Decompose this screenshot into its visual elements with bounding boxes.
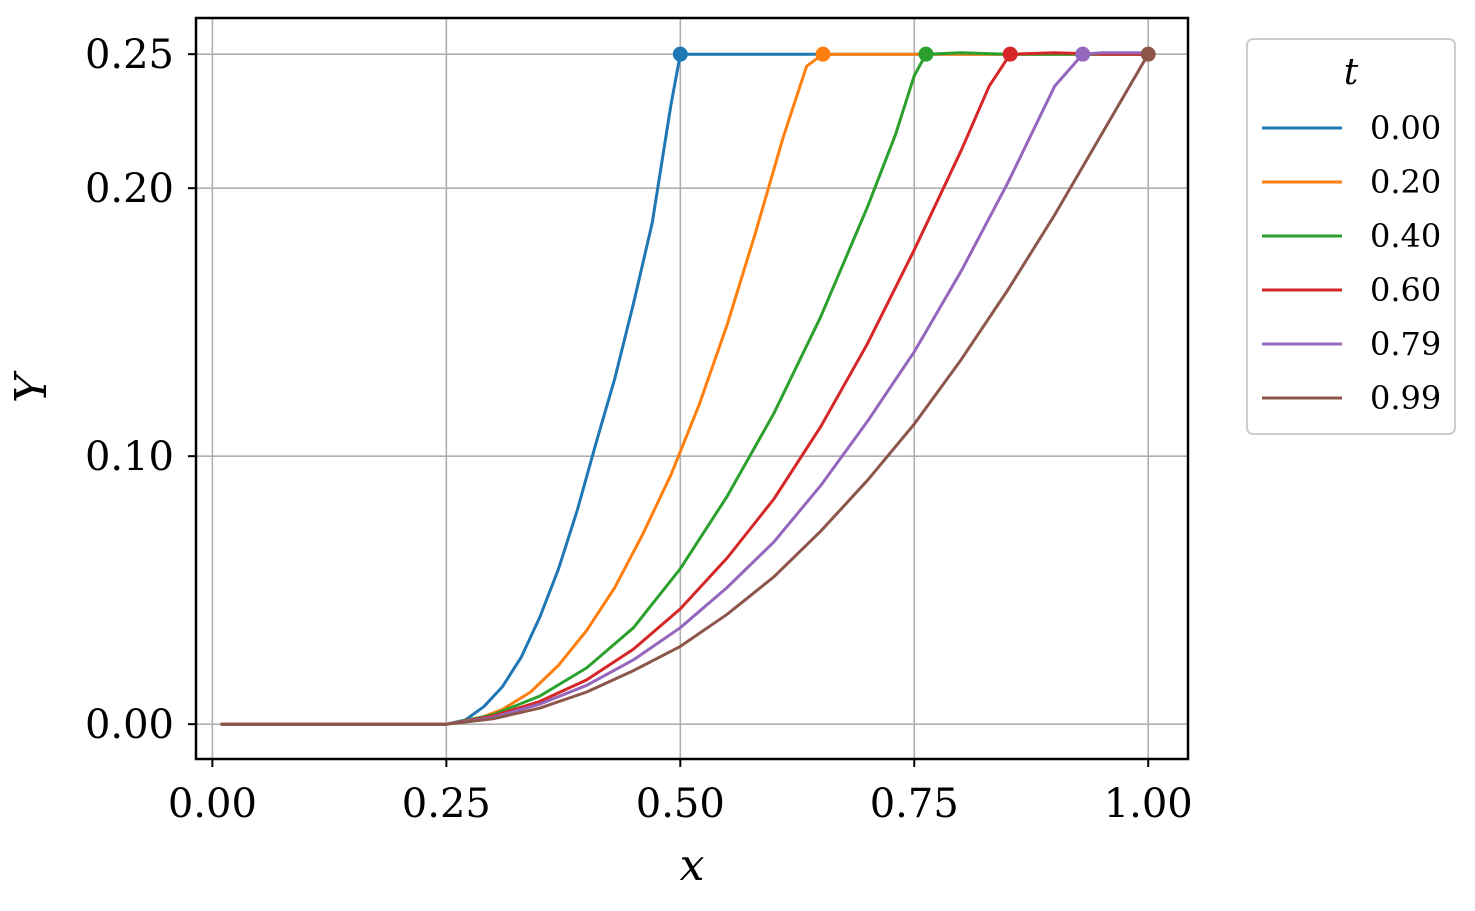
x-tick-label: 0.00 xyxy=(168,781,257,827)
y-tick-label: 0.10 xyxy=(85,434,174,480)
axis-ticks: 0.00 0.25 0.50 0.75 1.00 0.00 0.10 0.20 0.25 xyxy=(85,32,1193,827)
legend-label: 0.20 xyxy=(1370,163,1441,201)
x-tick-label: 1.00 xyxy=(1104,781,1193,827)
x-tick-label: 0.50 xyxy=(636,781,725,827)
series-endpoint-marker xyxy=(672,46,688,62)
y-tick-label: 0.25 xyxy=(85,32,174,78)
legend: t 0.00 0.20 0.40 0.60 0.79 0.99 xyxy=(1246,38,1456,435)
legend-items: 0.00 0.20 0.40 0.60 0.79 0.99 xyxy=(1262,109,1441,417)
y-tick-label: 0.20 xyxy=(85,166,174,212)
legend-label: 0.79 xyxy=(1370,325,1441,363)
series-endpoint-marker xyxy=(918,46,934,62)
series-line xyxy=(220,52,1150,726)
legend-label: 0.00 xyxy=(1370,109,1441,147)
y-axis-label: Y xyxy=(6,370,57,403)
series-line xyxy=(220,51,1150,726)
x-axis-label: x xyxy=(680,840,705,891)
plot-frame xyxy=(194,16,1190,761)
y-tick-label: 0.00 xyxy=(85,702,174,748)
series-endpoint-marker xyxy=(1075,46,1091,62)
x-tick-label: 0.25 xyxy=(402,781,491,827)
grid xyxy=(196,18,1188,759)
legend-label: 0.60 xyxy=(1370,271,1441,309)
x-tick-label: 0.75 xyxy=(870,781,959,827)
series-endpoint-marker xyxy=(815,46,831,62)
legend-label: 0.40 xyxy=(1370,217,1441,255)
series-endpoint-marker xyxy=(1002,46,1018,62)
legend-box xyxy=(1246,38,1456,435)
legend-label: 0.99 xyxy=(1370,379,1441,417)
plot-series xyxy=(220,46,1156,726)
legend-title: t xyxy=(1344,52,1359,93)
series-endpoint-marker xyxy=(1140,46,1156,62)
